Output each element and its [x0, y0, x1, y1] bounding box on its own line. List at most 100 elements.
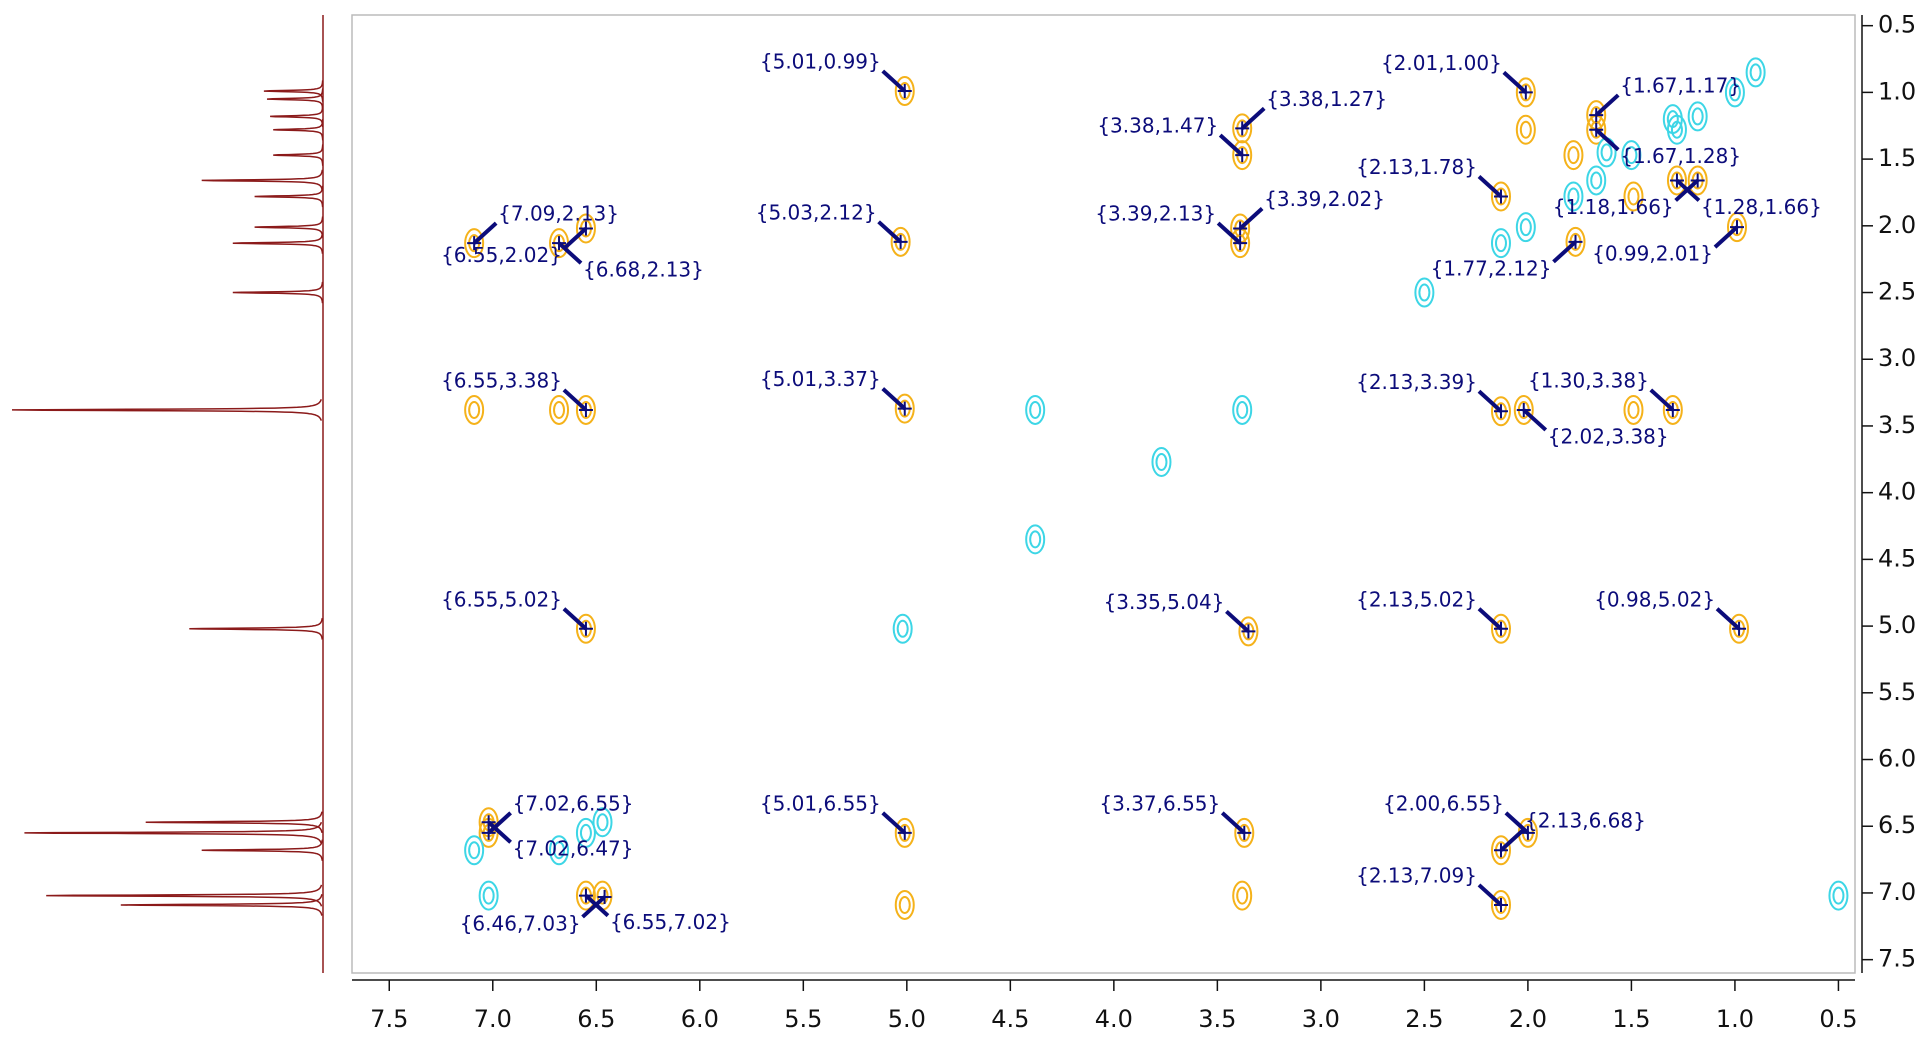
peak-marker — [578, 888, 593, 903]
y-tick-label: 1.0 — [1878, 77, 1916, 105]
leader-line — [881, 69, 907, 93]
leader-line — [1675, 178, 1701, 202]
peak-marker — [1665, 402, 1680, 417]
contour-peak-inner — [1029, 530, 1042, 549]
peak-label: {2.13,7.09} — [1356, 863, 1477, 887]
x-tick-label: 0.5 — [1819, 1005, 1857, 1033]
contour-peak — [549, 394, 570, 425]
contour-peak — [1563, 140, 1584, 171]
peak-marker — [1233, 221, 1248, 236]
contour-peak-inner — [1627, 187, 1640, 206]
leader-line — [562, 227, 588, 250]
peak-marker — [1235, 148, 1250, 163]
plot-frame — [351, 14, 1856, 974]
contour-peak-inner — [1627, 400, 1640, 419]
contour-peak — [1232, 140, 1253, 171]
contour-peak — [894, 393, 915, 424]
peak-marker — [578, 221, 593, 236]
peak-label: {6.55,7.02} — [610, 910, 731, 934]
x-tick-label: 7.0 — [474, 1005, 512, 1033]
peak-label: {2.13,6.68} — [1525, 809, 1646, 833]
contour-peak — [890, 226, 911, 257]
x-tick-label: 6.0 — [681, 1005, 719, 1033]
peak-marker — [1732, 621, 1747, 636]
contour-peak-inner — [1625, 146, 1638, 165]
peak-marker — [1669, 173, 1684, 188]
y-tick-label: 2.5 — [1878, 278, 1916, 306]
contour-peak — [1687, 101, 1708, 132]
y-tick-label: 5.0 — [1878, 611, 1916, 639]
contour-peak — [1662, 394, 1683, 425]
leader-line — [487, 811, 512, 835]
contour-peak-inner — [1155, 452, 1168, 471]
peak-marker — [1730, 220, 1744, 235]
x-tick-label: 1.5 — [1612, 1005, 1650, 1033]
leader-line — [877, 220, 902, 244]
contour-peak-inner — [1519, 218, 1532, 237]
leader-line — [562, 607, 588, 631]
leader-line — [881, 811, 907, 835]
x-tick-label: 3.5 — [1198, 1005, 1236, 1033]
contour-peak — [1490, 613, 1511, 644]
x-tick-label: 4.0 — [1095, 1005, 1133, 1033]
peak-label: {5.01,6.55} — [760, 791, 881, 815]
x-tick-label: 5.0 — [888, 1005, 926, 1033]
peak-label: {1.30,3.38} — [1528, 368, 1649, 392]
contour-peak — [575, 213, 596, 244]
projection-peak — [232, 281, 324, 304]
y-tick-label: 3.0 — [1878, 344, 1916, 372]
peak-marker — [552, 236, 567, 251]
peak-marker — [1516, 402, 1531, 417]
leader-line — [1477, 883, 1503, 907]
peak-marker — [1520, 825, 1535, 840]
peak-marker — [1237, 825, 1252, 840]
contour-peak — [1513, 394, 1534, 425]
leader-line — [1477, 389, 1503, 413]
contour-peak-inner — [1691, 107, 1704, 126]
projection-peak — [120, 893, 323, 916]
leader-line — [1594, 128, 1620, 152]
peak-marker — [897, 825, 912, 840]
contour-peak — [1745, 57, 1766, 88]
contour-peak-inner — [468, 841, 481, 860]
peak-marker — [1241, 624, 1256, 639]
contour-peak — [1232, 113, 1253, 144]
peak-label: {6.46,7.03} — [460, 911, 581, 935]
y-tick-label: 7.0 — [1878, 878, 1916, 906]
x-tick-label: 1.0 — [1716, 1005, 1754, 1033]
peak-label: {2.13,5.02} — [1356, 587, 1477, 611]
contour-peak — [1025, 394, 1046, 425]
contour-peak — [1490, 889, 1511, 920]
peak-label: {3.37,6.55} — [1099, 791, 1220, 815]
projection-peak — [232, 232, 324, 254]
contour-peak — [575, 394, 596, 425]
leader-line — [1715, 607, 1741, 631]
contour-peak — [575, 613, 596, 644]
leader-line — [881, 387, 907, 411]
contour-peak — [575, 880, 596, 911]
peak-marker — [467, 236, 482, 251]
leader-line — [1499, 828, 1525, 852]
contour-peak — [1025, 524, 1046, 555]
contour-peak — [464, 228, 485, 259]
peak-label: {3.35,5.04} — [1104, 590, 1225, 614]
contour-peak-inner — [579, 823, 592, 842]
contour-peak — [1414, 277, 1435, 308]
leader-line — [1240, 106, 1266, 130]
projection-peak — [254, 185, 324, 208]
contour-peak — [1623, 181, 1644, 212]
peak-label: {5.03,2.12} — [756, 200, 877, 224]
leader-line — [1522, 408, 1548, 432]
contour-peak — [1724, 77, 1745, 108]
y-tick-label: 6.5 — [1878, 811, 1916, 839]
contour-peak-inner — [596, 886, 609, 905]
peak-marker — [481, 815, 496, 830]
contour-peak — [1666, 165, 1687, 196]
peak-marker — [1493, 189, 1508, 204]
contour-peak — [549, 835, 570, 866]
contour-peak — [1232, 880, 1253, 911]
contour-peak-inner — [1567, 146, 1580, 165]
leader-line — [1713, 225, 1739, 249]
projection-peak — [24, 821, 323, 844]
peak-marker — [893, 234, 908, 249]
